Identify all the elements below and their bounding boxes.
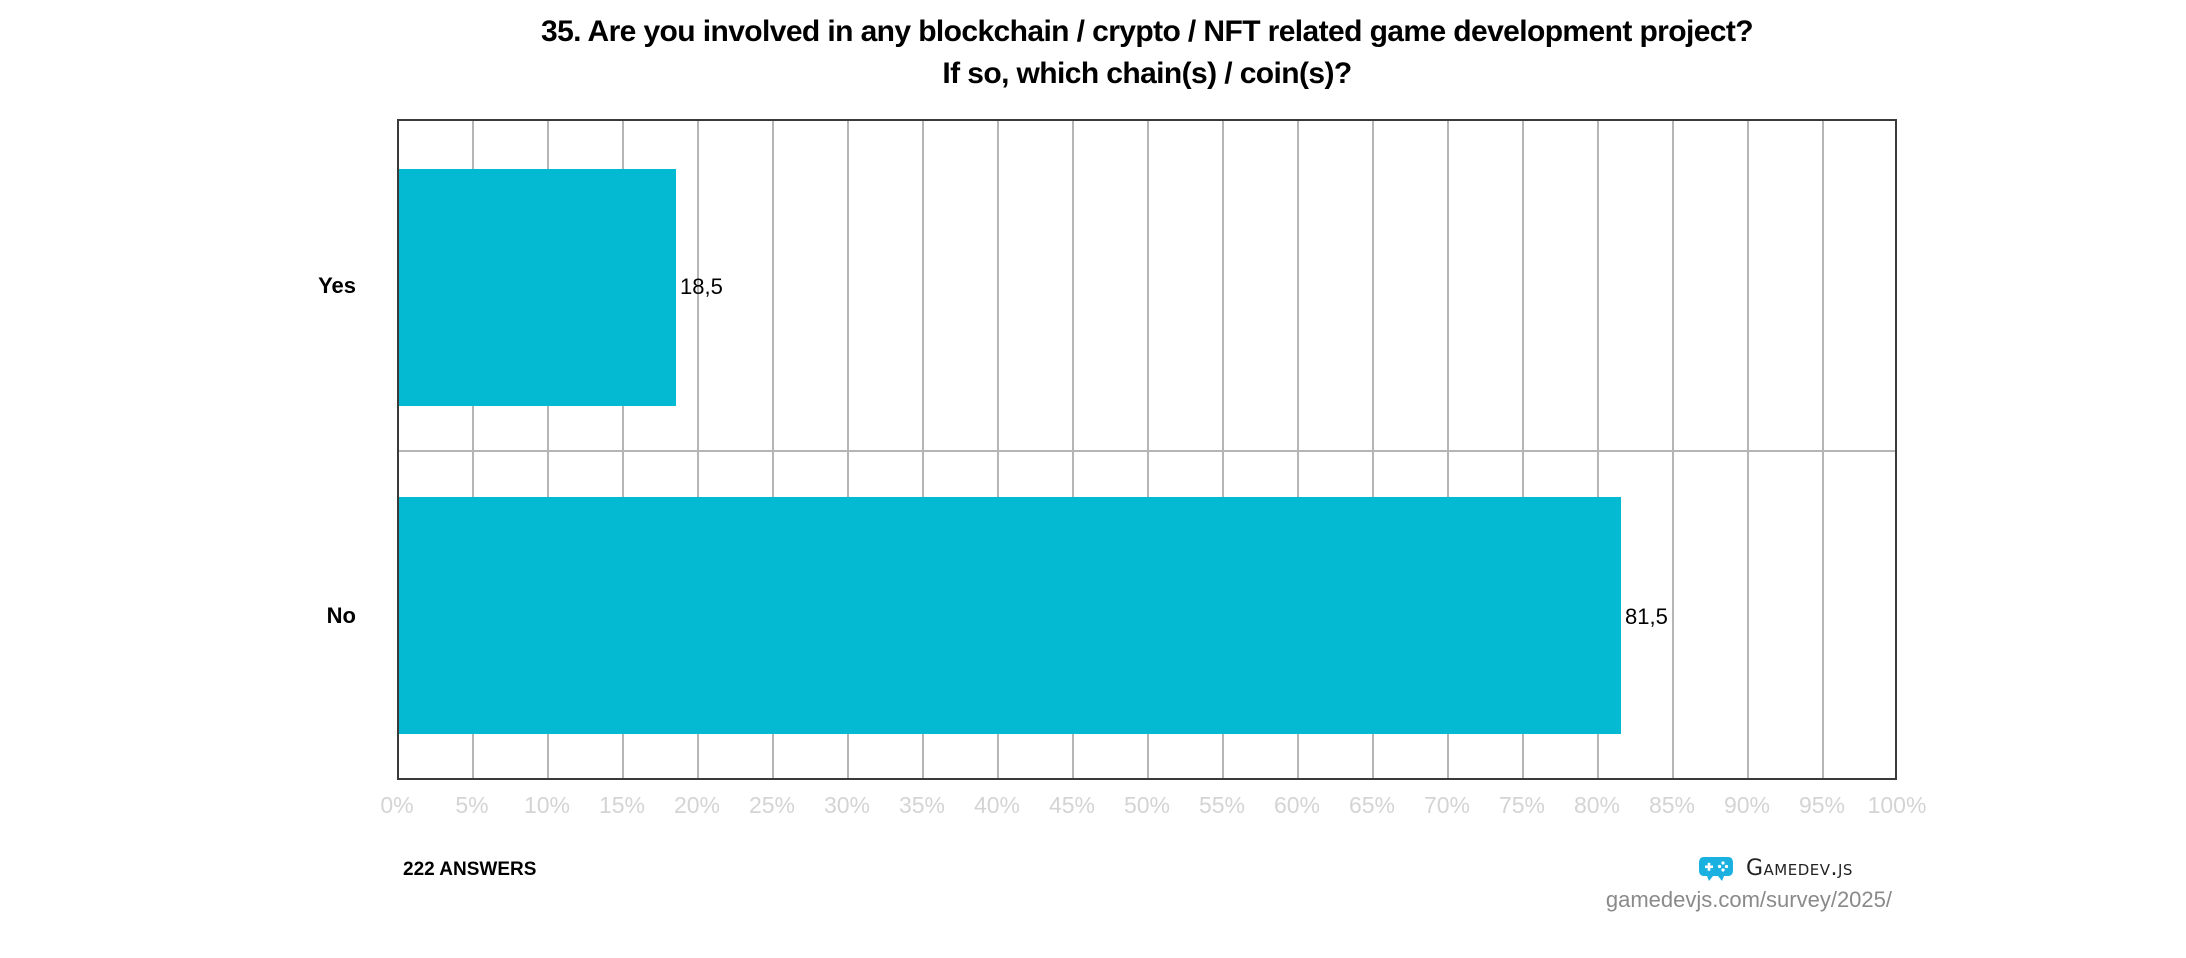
category-label-no: No bbox=[326, 603, 356, 628]
gridline bbox=[1222, 121, 1224, 778]
gridline bbox=[922, 121, 924, 778]
brand-name: Gamedev.js bbox=[1746, 855, 1853, 881]
gridline bbox=[1522, 121, 1524, 778]
x-tick-label: 15% bbox=[598, 792, 646, 818]
x-tick-label: 80% bbox=[1573, 792, 1621, 818]
survey-url: gamedevjs.com/survey/2025/ bbox=[1605, 887, 1892, 912]
gridline bbox=[1597, 121, 1599, 778]
chart-title-line-2: If so, which chain(s) / coin(s)? bbox=[942, 57, 1352, 90]
x-tick-label: 75% bbox=[1498, 792, 1546, 818]
x-tick-label: 30% bbox=[823, 792, 871, 818]
x-tick-label: 70% bbox=[1423, 792, 1471, 818]
gridline bbox=[622, 121, 624, 778]
x-tick-label: 90% bbox=[1723, 792, 1771, 818]
gridline bbox=[847, 121, 849, 778]
x-tick-label: 5% bbox=[455, 792, 489, 818]
x-tick-label: 0% bbox=[380, 792, 414, 818]
gridline bbox=[547, 121, 549, 778]
brand-logo: Gamedev.js bbox=[1698, 852, 1853, 884]
gridline bbox=[1072, 121, 1074, 778]
gridline bbox=[772, 121, 774, 778]
x-tick-label: 25% bbox=[748, 792, 796, 818]
gridline bbox=[997, 121, 999, 778]
answer-count: 222 ANSWERS bbox=[403, 859, 537, 880]
x-tick-label: 65% bbox=[1348, 792, 1396, 818]
gridline bbox=[472, 121, 474, 778]
value-label-no: 81,5 bbox=[1625, 604, 1668, 629]
bar-yes bbox=[399, 169, 676, 406]
gridline bbox=[1747, 121, 1749, 778]
x-tick-label: 50% bbox=[1123, 792, 1171, 818]
gridline bbox=[697, 121, 699, 778]
gamepad-chat-icon bbox=[1699, 857, 1733, 881]
category-divider bbox=[399, 450, 1895, 452]
gridline bbox=[1447, 121, 1449, 778]
gridline bbox=[1297, 121, 1299, 778]
x-tick-label: 60% bbox=[1273, 792, 1321, 818]
plot-area: 18,5 81,5 bbox=[397, 119, 1897, 780]
gridline bbox=[1147, 121, 1149, 778]
category-label-yes: Yes bbox=[318, 273, 356, 298]
x-tick-label: 55% bbox=[1198, 792, 1246, 818]
bar-no bbox=[399, 497, 1621, 734]
x-tick-label: 35% bbox=[898, 792, 946, 818]
x-tick-label: 40% bbox=[973, 792, 1021, 818]
gridline bbox=[1372, 121, 1374, 778]
x-tick-label: 95% bbox=[1798, 792, 1846, 818]
x-tick-label: 85% bbox=[1648, 792, 1696, 818]
x-tick-label: 100% bbox=[1867, 792, 1927, 818]
chart-title-line-1: 35. Are you involved in any blockchain /… bbox=[540, 15, 1754, 48]
value-label-yes: 18,5 bbox=[680, 274, 723, 299]
gridline bbox=[1672, 121, 1674, 778]
x-tick-label: 10% bbox=[523, 792, 571, 818]
gridline bbox=[1822, 121, 1824, 778]
x-tick-label: 45% bbox=[1048, 792, 1096, 818]
x-tick-label: 20% bbox=[673, 792, 721, 818]
